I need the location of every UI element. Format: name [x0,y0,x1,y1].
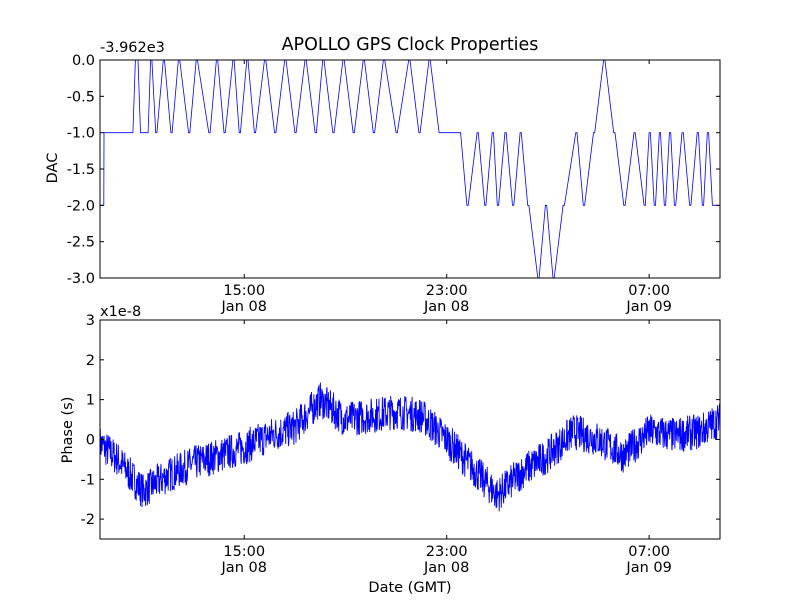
phase-y-ticks: 3 2 1 0 -1 -2 [81,313,720,528]
phase-y-axis-label: Phase (s) [60,397,76,464]
dac-offset-label: -3.962e3 [100,40,165,56]
phase-xtick-date-label: Jan 08 [221,560,267,576]
dac-xtick-date-label: Jan 09 [625,299,671,315]
dac-plot-area [100,59,720,279]
dac-series-line [100,59,720,279]
dac-ytick-label: -1.5 [67,162,95,178]
dac-xtick-date-label: Jan 08 [221,299,267,315]
phase-xtick-time-label: 07:00 [628,544,670,560]
phase-offset-label: x1e-8 [100,304,141,320]
phase-xtick-time-label: 15:00 [223,544,265,560]
dac-xtick-time-label: 23:00 [426,283,468,299]
dac-xtick-time-label: 07:00 [628,283,670,299]
phase-ytick-label: 2 [86,353,95,369]
x-axis-label: Date (GMT) [368,580,451,596]
dac-y-axis-label: DAC [45,153,61,184]
dac-ytick-label: -0.5 [67,89,95,105]
dac-panel: APOLLO GPS Clock Properties -3.962e3 DAC… [45,35,721,315]
phase-xtick-date-label: Jan 08 [423,560,469,576]
phase-panel: x1e-8 Phase (s) Date (GMT) 3 2 1 0 -1 -2 15:0… [60,304,721,596]
dac-xtick-date-label: Jan 08 [423,299,469,315]
dac-axes-frame [99,59,721,279]
dac-ytick-label: 0.0 [72,53,95,69]
phase-ytick-label: 1 [86,393,95,409]
phase-axes-frame [99,319,721,540]
phase-ytick-label: 3 [86,313,95,329]
phase-xtick-time-label: 23:00 [426,544,468,560]
dac-ytick-label: -2.0 [67,198,95,214]
dac-ytick-label: -3.0 [67,271,95,287]
chart-title: APOLLO GPS Clock Properties [282,35,539,55]
phase-ytick-label: 0 [86,432,95,448]
dac-y-ticks: 0.0 -0.5 -1.0 -1.5 -2.0 -2.5 -3.0 [67,53,720,287]
phase-plot-area [99,382,721,512]
phase-series-line [99,382,721,512]
dac-ytick-label: -2.5 [67,235,95,251]
dac-xtick-time-label: 15:00 [223,283,265,299]
phase-ytick-label: -1 [81,472,95,488]
dac-ytick-label: -1.0 [67,126,95,142]
phase-ytick-label: -2 [81,512,95,528]
phase-xtick-date-label: Jan 09 [625,560,671,576]
